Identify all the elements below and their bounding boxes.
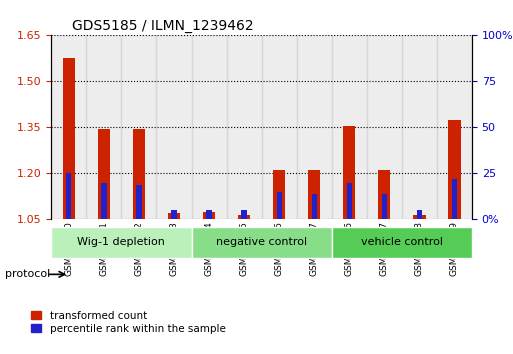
Bar: [122, 35, 156, 219]
Bar: [66, 173, 71, 219]
Bar: [101, 183, 107, 219]
Bar: [311, 194, 317, 219]
Bar: [86, 35, 122, 219]
Bar: [417, 210, 422, 219]
Text: GDS5185 / ILMN_1239462: GDS5185 / ILMN_1239462: [72, 19, 254, 33]
Bar: [413, 215, 425, 219]
Text: negative control: negative control: [216, 238, 307, 247]
Bar: [378, 170, 390, 219]
Bar: [367, 35, 402, 219]
Bar: [402, 35, 437, 219]
Text: protocol: protocol: [5, 269, 50, 279]
Bar: [332, 35, 367, 219]
Bar: [133, 129, 145, 219]
Bar: [171, 210, 176, 219]
Bar: [277, 192, 282, 219]
Bar: [308, 170, 320, 219]
Bar: [156, 35, 191, 219]
Bar: [382, 194, 387, 219]
Bar: [227, 35, 262, 219]
Bar: [63, 58, 75, 219]
Bar: [191, 35, 227, 219]
Bar: [242, 210, 247, 219]
Bar: [51, 35, 86, 219]
Bar: [203, 212, 215, 219]
Bar: [98, 129, 110, 219]
Bar: [238, 215, 250, 219]
Bar: [136, 184, 142, 219]
Bar: [168, 213, 180, 219]
Bar: [437, 35, 472, 219]
Bar: [273, 170, 285, 219]
Bar: [206, 210, 212, 219]
Bar: [262, 35, 297, 219]
Bar: [448, 120, 461, 219]
Legend: transformed count, percentile rank within the sample: transformed count, percentile rank withi…: [31, 310, 226, 334]
Bar: [343, 126, 356, 219]
Bar: [347, 183, 352, 219]
Text: Wig-1 depletion: Wig-1 depletion: [77, 238, 165, 247]
Bar: [51, 227, 191, 258]
Text: vehicle control: vehicle control: [361, 238, 443, 247]
Bar: [452, 179, 457, 219]
Bar: [191, 227, 332, 258]
Bar: [297, 35, 332, 219]
Bar: [332, 227, 472, 258]
